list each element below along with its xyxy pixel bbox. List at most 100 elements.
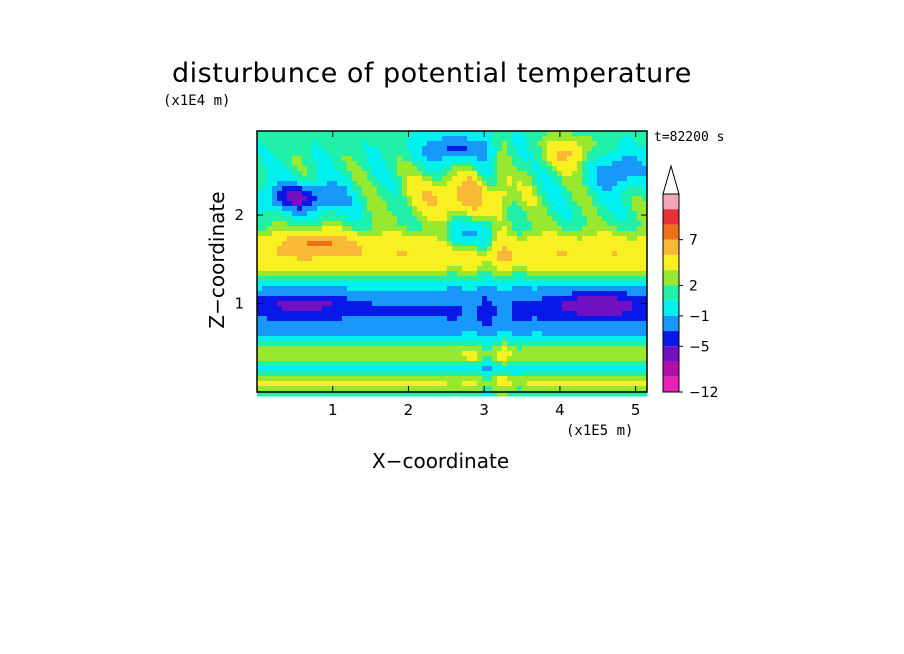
heatmap-cell [432,241,438,247]
heatmap-cell [552,211,558,217]
heatmap-cell [412,316,418,322]
heatmap-cell [557,331,563,337]
heatmap-cell [267,166,273,172]
heatmap-cell [447,371,453,377]
heatmap-cell [602,266,608,272]
heatmap-cell [347,381,353,387]
heatmap-cell [537,371,543,377]
heatmap-cell [487,331,493,337]
heatmap-cell [567,331,573,337]
heatmap-cell [262,191,268,197]
heatmap-cell [317,281,323,287]
heatmap-cell [522,251,528,257]
heatmap-cell [622,216,628,222]
heatmap-cell [282,216,288,222]
heatmap-cell [327,256,333,262]
heatmap-cell [347,221,353,227]
heatmap-cell [317,231,323,237]
heatmap-cell [377,151,383,157]
heatmap-cell [352,236,358,242]
heatmap-cell [352,141,358,147]
heatmap-cell [267,231,273,237]
heatmap-cell [482,386,488,392]
heatmap-cell [342,236,348,242]
heatmap-cell [397,381,403,387]
heatmap-cell [417,136,423,142]
heatmap-cell [312,356,318,362]
heatmap-cell [552,281,558,287]
heatmap-cell [267,261,273,267]
heatmap-cell [472,141,478,147]
heatmap-cell [467,351,473,357]
heatmap-cell [547,201,553,207]
heatmap-cell [477,131,483,137]
heatmap-cell [632,241,638,247]
heatmap-cell [442,261,448,267]
heatmap-cell [622,176,628,182]
heatmap-cell [292,146,298,152]
heatmap-cell [257,211,263,217]
heatmap-cell [342,226,348,232]
heatmap-cell [547,336,553,342]
heatmap-cell [617,196,623,202]
heatmap-cell [547,171,553,177]
heatmap-cell [417,271,423,277]
heatmap-cell [272,336,278,342]
heatmap-cell [552,216,558,222]
heatmap-cell [287,186,293,192]
heatmap-cell [467,386,473,392]
heatmap-cell [462,256,468,262]
heatmap-cell [577,391,583,397]
heatmap-cell [567,326,573,332]
heatmap-cell [302,201,308,207]
heatmap-cell [362,311,368,317]
heatmap-cell [582,301,588,307]
heatmap-cell [407,311,413,317]
heatmap-cell [517,381,523,387]
heatmap-cell [337,371,343,377]
heatmap-cell [367,296,373,302]
heatmap-cell [612,146,618,152]
heatmap-cell [637,356,643,362]
heatmap-cell [432,301,438,307]
heatmap-cell [637,186,643,192]
heatmap-cell [597,336,603,342]
heatmap-cell [307,371,313,377]
heatmap-cell [527,271,533,277]
heatmap-cell [362,301,368,307]
heatmap-cell [337,221,343,227]
heatmap-cell [312,216,318,222]
heatmap-cell [432,366,438,372]
heatmap-cell [532,206,538,212]
heatmap-cell [327,271,333,277]
heatmap-cell [317,211,323,217]
heatmap-cell [382,216,388,222]
heatmap-cell [372,376,378,382]
heatmap-cell [587,271,593,277]
heatmap-cell [347,151,353,157]
heatmap-cell [632,201,638,207]
heatmap-cell [577,311,583,317]
heatmap-cell [397,186,403,192]
heatmap-cell [517,311,523,317]
heatmap-cell [462,331,468,337]
heatmap-cell [297,276,303,282]
heatmap-cell [612,181,618,187]
heatmap-cell [327,361,333,367]
heatmap-cell [267,391,273,397]
heatmap-cell [437,391,443,397]
heatmap-cell [522,386,528,392]
heatmap-cell [367,311,373,317]
heatmap-cell [287,381,293,387]
heatmap-cell [387,311,393,317]
heatmap-cell [347,181,353,187]
heatmap-cell [632,226,638,232]
heatmap-cell [612,336,618,342]
heatmap-cell [602,246,608,252]
heatmap-cell [552,206,558,212]
heatmap-cell [537,171,543,177]
heatmap-cell [627,351,633,357]
heatmap-cell [257,341,263,347]
heatmap-cell [432,181,438,187]
heatmap-cell [307,211,313,217]
